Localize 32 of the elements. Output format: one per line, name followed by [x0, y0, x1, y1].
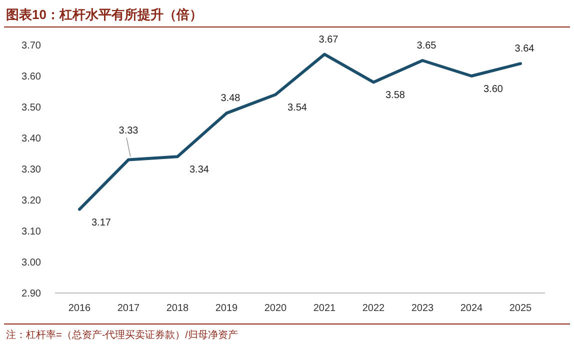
data-label: 3.33 [118, 126, 139, 137]
chart-title: 图表10：杠杆水平有所提升（倍） [6, 7, 202, 22]
data-label: 3.34 [190, 164, 210, 176]
data-label: 3.67 [318, 34, 339, 46]
x-tick-label: 2022 [362, 303, 386, 314]
data-label: 3.64 [514, 44, 535, 55]
y-tick-label: 3.50 [22, 102, 42, 114]
x-tick-label: 2024 [460, 303, 484, 314]
data-label: 3.17 [92, 217, 112, 228]
y-tick-label: 3.30 [22, 164, 42, 176]
x-tick-label: 2025 [509, 303, 532, 314]
x-tick-label: 2017 [117, 303, 140, 314]
y-tick-label: 3.40 [22, 134, 42, 144]
x-tick-label: 2020 [264, 303, 288, 314]
data-label: 3.48 [220, 93, 241, 104]
line-series [78, 52, 522, 211]
y-tick-label: 3.00 [22, 258, 42, 268]
y-tick-label: 3.70 [22, 40, 42, 52]
data-label: 3.65 [416, 40, 437, 52]
y-tick-label: 3.10 [22, 226, 42, 238]
data-label: 3.54 [288, 102, 308, 114]
y-tick-label: 3.60 [22, 72, 42, 82]
data-label: 3.58 [386, 90, 406, 102]
x-tick-label: 2019 [215, 303, 238, 314]
x-tick-label: 2018 [166, 303, 190, 314]
y-tick-label: 2.90 [22, 288, 42, 300]
y-tick-label: 3.20 [22, 196, 42, 206]
data-label: 3.60 [484, 84, 504, 95]
x-tick-label: 2021 [313, 303, 336, 314]
x-tick-label: 2016 [68, 303, 92, 314]
text: 注：杠杆率=（总资产-代理买卖证券款）/归母净资产 [6, 329, 238, 341]
x-tick-label: 2023 [411, 303, 434, 314]
